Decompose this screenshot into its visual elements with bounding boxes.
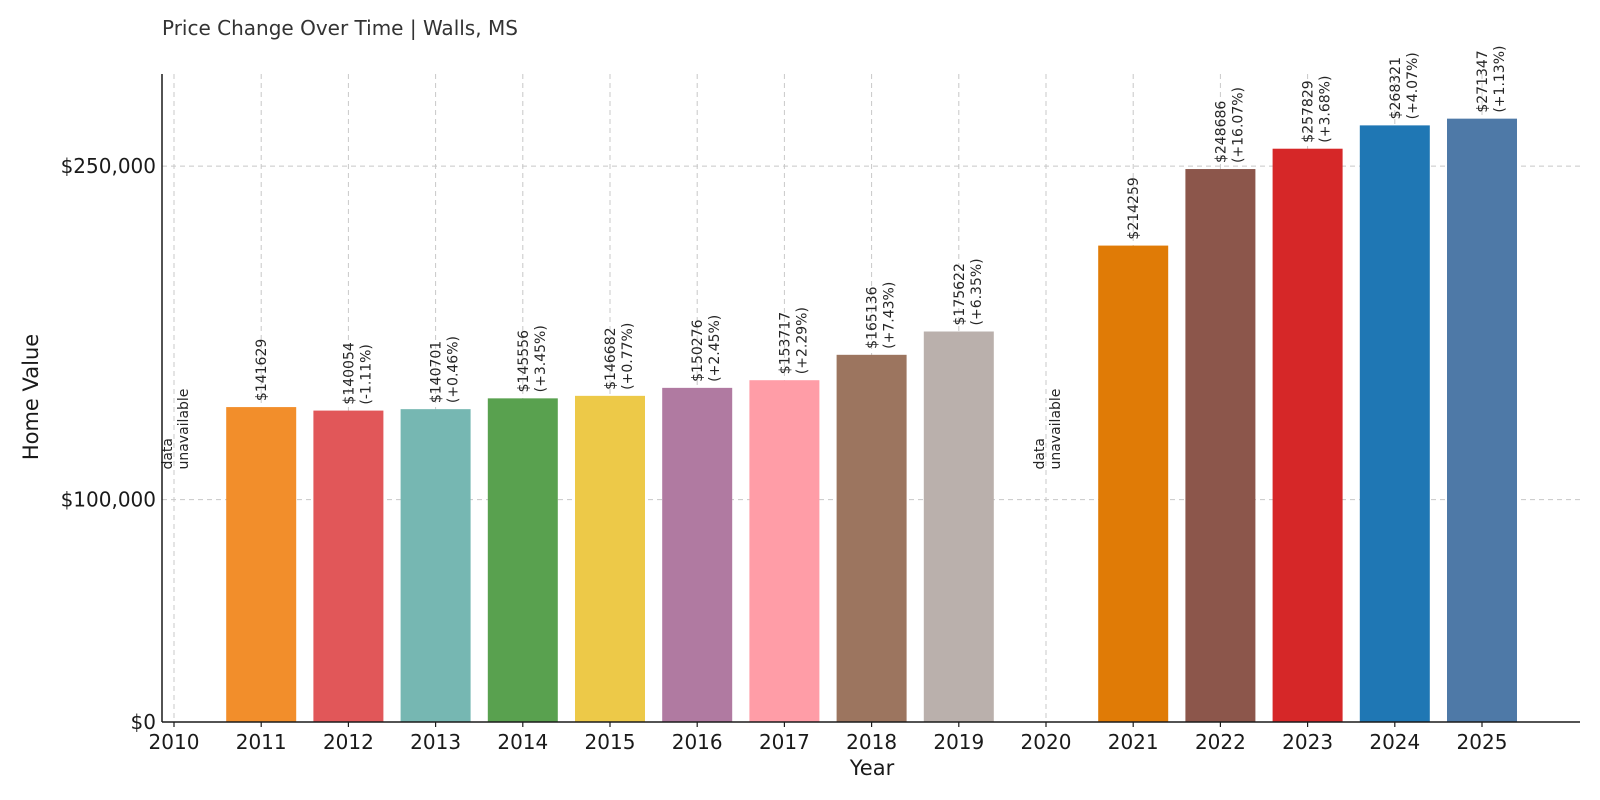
bar-value-label: $145556 [516, 330, 532, 392]
bar-change-label: (+3.45%) [533, 325, 549, 392]
bar-2023 [1272, 148, 1343, 722]
bar-2025 [1447, 118, 1517, 722]
y-tick-label: $0 [131, 710, 156, 734]
bar-value-label: $146682 [603, 327, 619, 389]
x-tick-label: 2024 [1369, 730, 1420, 754]
bar-2011 [226, 407, 297, 722]
y-tick-label: $250,000 [61, 154, 156, 178]
bar-change-label: (+16.07%) [1230, 87, 1246, 163]
bar-value-label: $214259 [1126, 177, 1142, 239]
x-tick-label: 2012 [323, 730, 374, 754]
bar-2012 [313, 410, 384, 722]
x-tick-label: 2017 [759, 730, 810, 754]
missing-data-label: unavailable [1048, 389, 1064, 470]
bar-labels: data unavailable$141629 $140054 (-1.11%) $14… [160, 46, 1508, 470]
bar-2019 [923, 331, 994, 722]
x-tick-label: 2013 [410, 730, 461, 754]
bar-2017 [749, 380, 820, 722]
bar-value-label: $268321 [1388, 57, 1404, 119]
x-tick-label: 2011 [236, 730, 287, 754]
bar-value-label: $153717 [777, 312, 793, 374]
x-tick-label: 2016 [672, 730, 723, 754]
bar-value-label: $140054 [341, 342, 357, 404]
axes [161, 74, 1580, 727]
x-tick-label: 2025 [1457, 730, 1508, 754]
chart-title: Price Change Over Time | Walls, MS [162, 16, 518, 40]
bar-2024 [1359, 125, 1430, 722]
x-tick-label: 2010 [149, 730, 200, 754]
x-tick-label: 2021 [1108, 730, 1159, 754]
x-tick-label: 2019 [933, 730, 984, 754]
missing-data-label: data [160, 438, 176, 470]
bar-2014 [487, 398, 558, 722]
bar-2015 [575, 395, 645, 722]
x-tick-label: 2018 [846, 730, 897, 754]
bar-change-label: (+0.46%) [446, 336, 462, 403]
bar-2013 [400, 409, 471, 722]
bar-change-label: (+1.13%) [1492, 46, 1508, 113]
bar-2016 [662, 387, 733, 722]
tick-labels: $0 $100,000 $250,000 2010 2011 2012 2013 2014 20… [61, 154, 1508, 754]
x-tick-label: 2022 [1195, 730, 1246, 754]
bar-value-label: $150276 [690, 319, 706, 381]
bar-value-label: $248686 [1213, 101, 1229, 163]
bar-change-label: (+6.35%) [969, 258, 985, 325]
x-tick-label: 2015 [585, 730, 636, 754]
bar-value-label: $165136 [865, 286, 881, 348]
bar-change-label: (-1.11%) [358, 344, 374, 404]
bar-value-label: $141629 [254, 339, 270, 401]
bar-value-label: $140701 [429, 341, 445, 403]
x-tick-label: 2014 [497, 730, 548, 754]
bar-2021 [1098, 245, 1169, 722]
bar-value-label: $271347 [1475, 50, 1491, 112]
x-axis-title: Year [849, 756, 895, 780]
missing-data-label: data [1032, 438, 1048, 470]
bar-2022 [1185, 169, 1256, 722]
bar-change-label: (+7.43%) [882, 282, 898, 349]
bar-change-label: (+2.45%) [707, 315, 723, 382]
y-axis-title: Home Value [19, 334, 43, 460]
bar-value-label: $175622 [952, 263, 968, 325]
bars [226, 118, 1517, 722]
y-tick-label: $100,000 [61, 488, 156, 512]
bar-2018 [836, 354, 907, 722]
bar-value-label: $257829 [1301, 80, 1317, 142]
missing-data-label: unavailable [176, 389, 192, 470]
bar-change-label: (+0.77%) [620, 323, 636, 390]
bar-change-label: (+4.07%) [1405, 52, 1421, 119]
x-tick-label: 2020 [1021, 730, 1072, 754]
bar-change-label: (+2.29%) [794, 307, 810, 374]
x-tick-label: 2023 [1282, 730, 1333, 754]
bar-change-label: (+3.68%) [1318, 76, 1334, 143]
